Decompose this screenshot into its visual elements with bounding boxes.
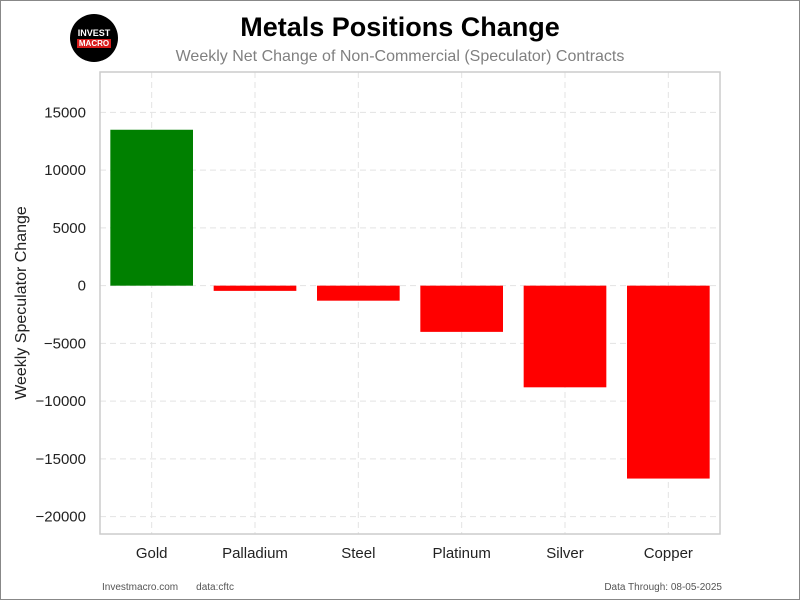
- footer-site: Investmacro.com: [102, 582, 179, 593]
- bar-platinum: [420, 285, 503, 332]
- x-tick-label: Copper: [644, 545, 693, 562]
- y-tick-label: −5000: [44, 335, 86, 352]
- x-tick-label: Palladium: [222, 545, 288, 562]
- logo-text-top: INVEST: [77, 28, 111, 38]
- bar-copper: [627, 285, 710, 479]
- y-axis-label: Weekly Speculator Change: [13, 206, 30, 400]
- plot-border: [99, 71, 721, 535]
- x-tick-label: Steel: [341, 545, 375, 562]
- y-tick-label: −10000: [36, 393, 86, 410]
- bar-silver: [523, 285, 607, 388]
- x-tick-label: Silver: [546, 545, 584, 562]
- y-tick-label: 5000: [53, 220, 86, 237]
- chart-title: Metals Positions Change: [240, 12, 560, 42]
- bar-gold: [110, 129, 193, 286]
- bar-steel: [317, 285, 400, 301]
- y-tick-label: −15000: [36, 451, 86, 468]
- x-tick-label: Gold: [136, 545, 168, 562]
- investmacro-logo: INVEST MACRO: [70, 14, 118, 62]
- logo-text-bottom: MACRO: [76, 39, 112, 48]
- y-tick-label: −20000: [36, 509, 86, 526]
- chart-subtitle: Weekly Net Change of Non-Commercial (Spe…: [175, 48, 625, 65]
- y-tick-label: 0: [78, 278, 86, 295]
- footer-date: Data Through: 08-05-2025: [604, 582, 722, 593]
- plot-area: [100, 72, 720, 534]
- footer-source: data:cftc: [196, 582, 234, 593]
- bar-palladium: [213, 285, 297, 291]
- y-tick-label: 15000: [44, 104, 86, 121]
- footer-left: Investmacro.com data:cftc: [102, 582, 234, 593]
- y-tick-label: 10000: [44, 162, 86, 179]
- x-tick-label: Platinum: [432, 545, 490, 562]
